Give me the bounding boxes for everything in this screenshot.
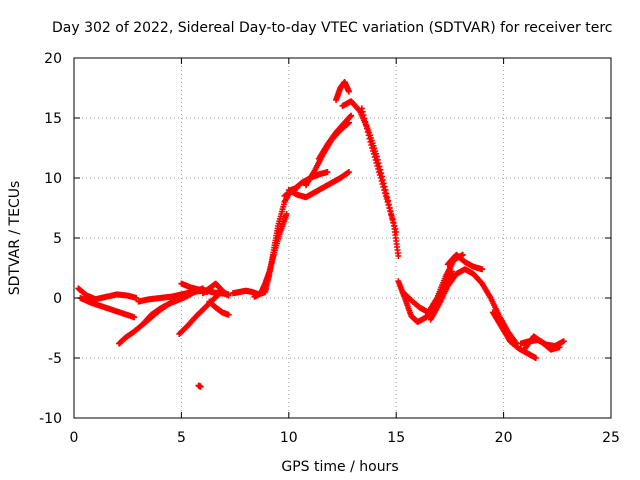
data-point — [389, 217, 396, 223]
series-track-q — [333, 79, 352, 103]
y-axis-label: SDTVAR / TECUs — [7, 181, 23, 296]
x-tick-label: 20 — [495, 430, 513, 446]
data-point — [359, 108, 366, 115]
data-point — [377, 175, 384, 181]
data-point — [348, 112, 355, 119]
x-tick-label: 10 — [280, 430, 298, 446]
data-point — [372, 157, 379, 163]
data-point — [365, 132, 372, 139]
data-point — [371, 154, 378, 160]
data-point — [283, 211, 290, 217]
data-point — [361, 115, 368, 122]
data-point — [386, 205, 393, 211]
series-track-n — [285, 169, 352, 201]
data-point — [391, 223, 398, 229]
x-tick-label: 15 — [387, 430, 405, 446]
data-point — [362, 118, 369, 125]
data-point — [379, 181, 386, 187]
data-point — [376, 169, 383, 175]
axis-ticks: 0 5 10 15 20 25 -10 -5 0 5 10 15 20 — [39, 51, 620, 446]
data-point — [378, 178, 385, 184]
x-axis-label: GPS time / hours — [281, 459, 398, 475]
data-point — [388, 211, 395, 217]
y-tick-label: 0 — [53, 291, 62, 307]
y-tick-label: 20 — [44, 51, 62, 67]
data-point — [532, 355, 539, 361]
data-point — [373, 160, 380, 166]
data-point — [560, 338, 567, 345]
data-point — [368, 142, 375, 148]
grid-lines — [74, 58, 611, 418]
series-track-w — [444, 251, 486, 273]
data-point — [388, 214, 395, 220]
series-track-b — [77, 295, 138, 321]
data-point — [380, 184, 387, 190]
chart-title: Day 302 of 2022, Sidereal Day-to-day VTE… — [52, 20, 612, 36]
data-point — [370, 151, 377, 157]
data-point — [384, 199, 391, 205]
series-track-i — [206, 298, 232, 318]
data-point — [395, 253, 402, 259]
data-point — [556, 344, 563, 351]
x-tick-label: 25 — [602, 430, 620, 446]
data-point — [366, 135, 373, 142]
series-track-h — [199, 280, 232, 299]
series-track-a — [75, 285, 140, 303]
y-tick-label: 15 — [44, 111, 62, 127]
series-track-x — [489, 309, 539, 361]
data-point — [392, 226, 399, 232]
data-point — [374, 163, 381, 169]
data-point — [367, 139, 374, 145]
data-point — [376, 172, 383, 178]
y-tick-label: -10 — [39, 411, 62, 427]
data-point — [393, 229, 400, 235]
data-point — [370, 148, 377, 154]
x-tick-label: 0 — [70, 430, 79, 446]
data-point — [345, 88, 352, 95]
data-point — [382, 190, 389, 196]
data-point — [387, 208, 394, 214]
series-track-p — [315, 112, 355, 162]
data-point — [131, 314, 138, 321]
data-point — [225, 292, 232, 299]
data-point — [383, 196, 390, 202]
data-point — [390, 220, 397, 226]
data-point — [197, 383, 204, 390]
data-point — [324, 169, 331, 175]
series-track-j — [195, 382, 204, 390]
data-point — [381, 187, 388, 193]
data-point — [133, 295, 140, 301]
data-point — [479, 266, 486, 273]
data-point — [363, 122, 370, 129]
data-point — [363, 125, 370, 132]
y-tick-label: -5 — [48, 351, 62, 367]
series-track-l — [251, 211, 290, 300]
data-point — [459, 251, 466, 258]
data-point — [382, 193, 389, 199]
x-tick-label: 5 — [177, 430, 186, 446]
series-track-s — [358, 105, 400, 235]
series-track-z — [522, 333, 563, 353]
data-point — [375, 166, 382, 172]
data-point — [345, 169, 352, 175]
data-point — [358, 105, 365, 112]
y-tick-label: 5 — [53, 231, 62, 247]
y-tick-label: 10 — [44, 171, 62, 187]
data-point — [360, 112, 367, 119]
series-track-f — [176, 287, 226, 337]
data-point — [225, 311, 232, 318]
data-point — [369, 145, 376, 151]
data-markers — [75, 79, 567, 390]
data-point — [385, 202, 392, 208]
data-point — [364, 128, 371, 135]
